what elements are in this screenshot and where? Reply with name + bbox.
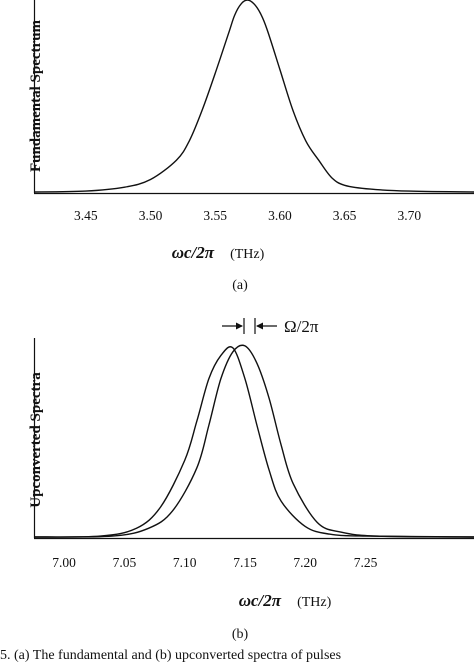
panel-a-series <box>34 0 474 193</box>
panel-b-ylabel: Upconverted Spectra <box>28 372 44 508</box>
panel-a-series-line-1 <box>34 0 474 193</box>
panel-a: 3.45 3.50 3.55 3.60 3.65 3.70 Fundamental Spe… <box>28 0 474 293</box>
panel-a-subcaption: (a) <box>232 278 248 293</box>
peak-separation-annotation: Ω/2π <box>222 317 319 336</box>
panel-a-xlabel-unit: (THz) <box>230 247 265 262</box>
panel-b-xtick-label: 7.05 <box>113 555 137 570</box>
annotation-left-arrowhead <box>236 322 243 330</box>
figure: 3.45 3.50 3.55 3.60 3.65 3.70 Fundamental Spe… <box>28 0 474 642</box>
panel-a-xtick-label: 3.65 <box>333 208 357 223</box>
panel-a-xlabel: ωc/2π (THz) <box>172 243 265 262</box>
panel-a-xtick-label: 3.45 <box>74 208 98 223</box>
panel-a-xtick-label: 3.70 <box>397 208 421 223</box>
panel-b-subcaption: (b) <box>232 627 249 642</box>
panel-b-xlabel-unit: (THz) <box>297 595 332 610</box>
panel-b-xtick-label: 7.10 <box>173 555 197 570</box>
panel-b-ticks: 7.00 7.05 7.10 7.15 7.20 7.25 <box>52 555 377 570</box>
panel-a-xtick-label: 3.55 <box>203 208 227 223</box>
panel-a-xlabel-symbol: ωc/2π <box>172 243 215 262</box>
panel-a-xtick-label: 3.50 <box>139 208 163 223</box>
panel-a-ylabel: Fundamental Spectrum <box>28 19 44 172</box>
figure-caption: 5. (a) The fundamental and (b) upconvert… <box>0 648 342 663</box>
panel-b-series-line-1 <box>34 346 474 538</box>
annotation-label: Ω/2π <box>284 317 319 336</box>
panel-b-xtick-label: 7.15 <box>233 555 257 570</box>
panel-b-series-line-2 <box>34 344 474 538</box>
panel-b: 7.00 7.05 7.10 7.15 7.20 7.25 Upconverted Spe… <box>28 317 474 642</box>
panel-b-series <box>34 344 474 538</box>
panel-a-ticks: 3.45 3.50 3.55 3.60 3.65 3.70 <box>74 208 421 223</box>
panel-b-xlabel: ωc/2π (THz) <box>239 591 332 610</box>
panel-b-xtick-label: 7.20 <box>293 555 317 570</box>
panel-b-xlabel-symbol: ωc/2π <box>239 591 282 610</box>
panel-b-xtick-label: 7.00 <box>52 555 76 570</box>
panel-a-xtick-label: 3.60 <box>268 208 292 223</box>
panel-b-xtick-label: 7.25 <box>354 555 378 570</box>
